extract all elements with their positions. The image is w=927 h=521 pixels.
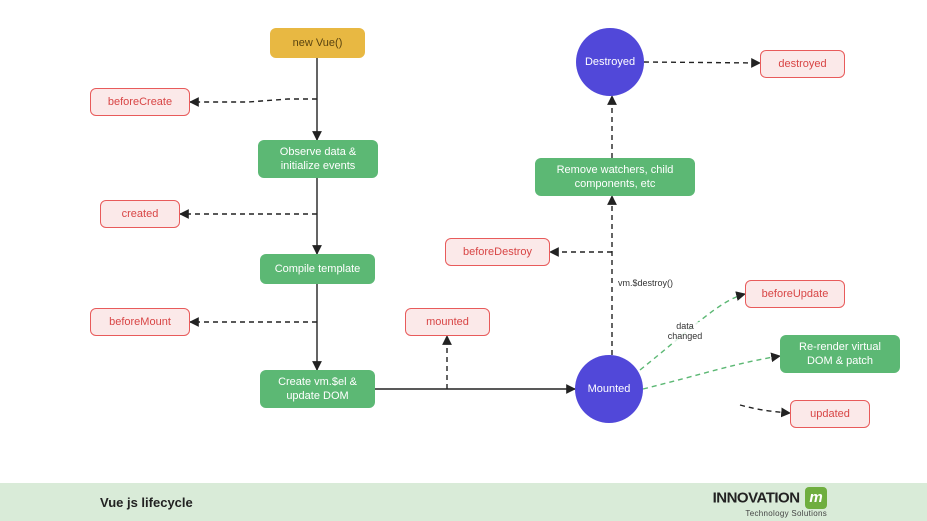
node-created: created (100, 200, 180, 228)
logo-sub: Technology Solutions (713, 509, 827, 518)
node-beforeCreate: beforeCreate (90, 88, 190, 116)
node-start: new Vue() (270, 28, 365, 58)
node-mounted_hook: mounted (405, 308, 490, 336)
edge-label-data_changed: data changed (660, 322, 710, 342)
edge-9 (643, 356, 780, 389)
node-beforeUpdate: beforeUpdate (745, 280, 845, 308)
edge-label-vm_destroy: vm.$destroy() (616, 278, 675, 288)
edge-10 (740, 405, 790, 413)
node-observe: Observe data & initialize events (258, 140, 378, 178)
logo-badge: m (805, 487, 827, 509)
node-updated: updated (790, 400, 870, 428)
footer: Vue js lifecycle INNOVATION m Technology… (0, 483, 927, 521)
node-beforeDestroy: beforeDestroy (445, 238, 550, 266)
node-destroyed_hook: destroyed (760, 50, 845, 78)
node-beforeMount: beforeMount (90, 308, 190, 336)
node-rerender: Re-render virtual DOM & patch (780, 335, 900, 373)
edge-1 (190, 99, 317, 102)
logo-main: INNOVATION (713, 489, 800, 506)
node-compile: Compile template (260, 254, 375, 284)
node-createEl: Create vm.$el & update DOM (260, 370, 375, 408)
node-mounted_circle: Mounted (575, 355, 643, 423)
logo: INNOVATION m Technology Solutions (713, 487, 827, 518)
node-destroyed_circle: Destroyed (576, 28, 644, 96)
edge-14 (644, 62, 760, 63)
footer-title: Vue js lifecycle (100, 495, 193, 510)
node-remove: Remove watchers, child components, etc (535, 158, 695, 196)
